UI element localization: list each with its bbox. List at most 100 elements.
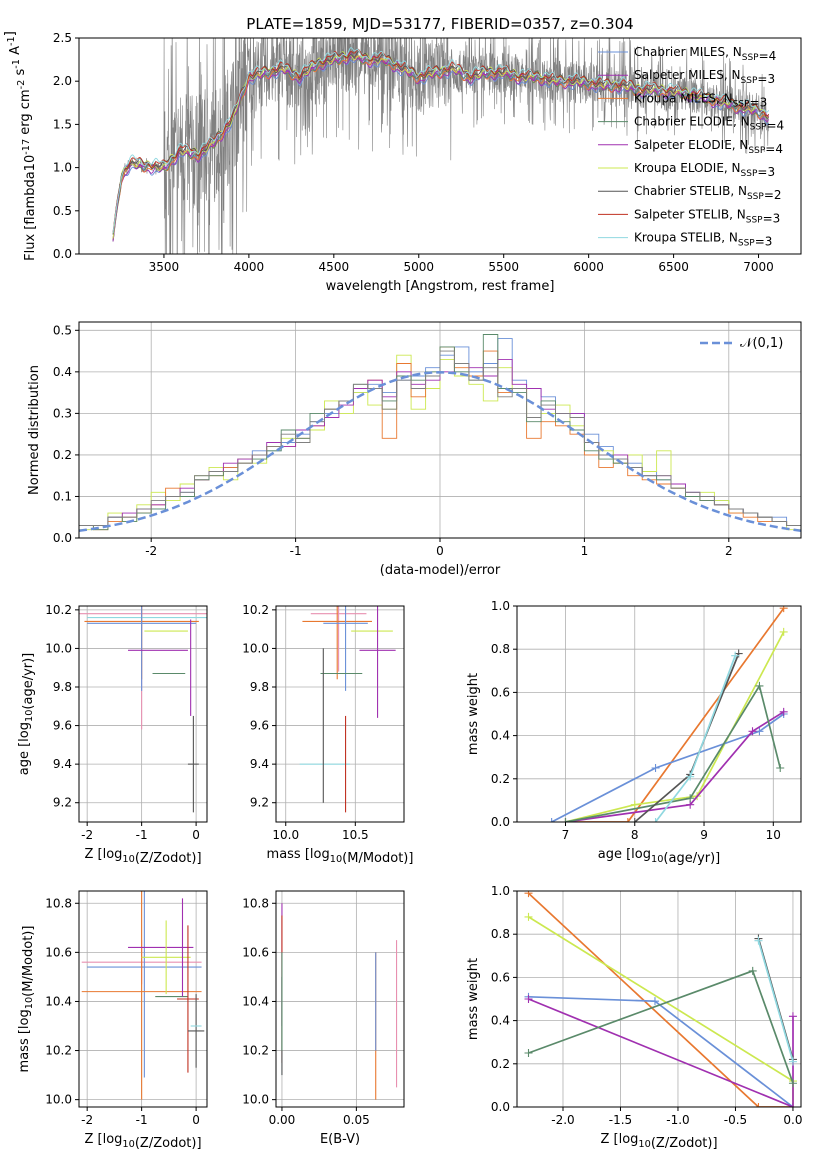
x-tick-label: 6000 xyxy=(573,260,604,274)
x-axis-label: (data-model)/error xyxy=(380,563,501,578)
x-axis-label: wavelength [Angstrom, rest frame] xyxy=(326,279,555,294)
y-tick-label: 1.0 xyxy=(491,884,510,898)
y-tick-label: 2.5 xyxy=(53,31,72,45)
errorbar-point xyxy=(177,925,199,1073)
chart-age_vs_mass: 10.0 10.5 9.2 9.4 9.6 9.8 10.0 10.2 mass [log10(… xyxy=(242,603,413,866)
axes-frame xyxy=(78,605,208,823)
weight-marker xyxy=(651,764,660,772)
y-tick-label: 10.2 xyxy=(45,1044,72,1058)
y-tick-label: 0.4 xyxy=(53,365,72,379)
x-tick-label: 10.5 xyxy=(342,828,369,842)
y-tick-label: 0.6 xyxy=(491,685,510,699)
axes: -2 -1 0 1 2 0.0 0.1 0.2 0.3 0.4 0.5 (data-model)/er… xyxy=(27,321,802,578)
y-tick-label: 10.0 xyxy=(242,1093,269,1107)
y-tick-label: 0.5 xyxy=(53,204,72,218)
weight-marker xyxy=(788,1079,797,1088)
weight-marker xyxy=(524,891,533,898)
y-tick-label: 10.0 xyxy=(45,1093,72,1107)
y-tick-label: 0.5 xyxy=(53,323,72,337)
spectrum-data-line xyxy=(112,38,769,254)
errorbar-point xyxy=(141,920,191,995)
errorbar-point xyxy=(87,606,197,691)
y-tick-label: 10.0 xyxy=(45,641,72,655)
x-tick-label: 9 xyxy=(700,828,708,842)
weight-marker xyxy=(650,997,659,1006)
x-tick-label: 4000 xyxy=(234,260,265,274)
legend-label: Chabrier ELODIE, NSSP=4 xyxy=(634,115,784,133)
x-tick-label: 0 xyxy=(192,828,200,842)
y-tick-label: 10.6 xyxy=(242,945,269,959)
weight-line-kroupa_miles xyxy=(565,607,785,822)
y-tick-label: 10.8 xyxy=(45,896,72,910)
gaussian-legend: 𝒩(0,1) xyxy=(700,336,783,351)
y-tick-label: 9.2 xyxy=(53,796,72,810)
x-tick-label: 3500 xyxy=(149,260,180,274)
weight-marker xyxy=(630,800,639,809)
y-tick-label: 10.2 xyxy=(45,603,72,617)
y-tick-label: 10.4 xyxy=(45,994,72,1008)
axes-frame xyxy=(516,890,802,1108)
y-axis-label: mass weight xyxy=(466,958,481,1040)
plot-area xyxy=(547,606,788,822)
weight-marker xyxy=(754,936,763,945)
chart-mass_vs_z: -2 -1 0 10.0 10.2 10.4 10.6 10.8 Z [log10(Z/Zodo… xyxy=(17,890,208,1151)
axes-frame xyxy=(275,890,405,1108)
x-tick-label: -2 xyxy=(145,544,157,558)
model-line-kroupa_miles xyxy=(112,52,770,240)
y-axis-label: Flux [flambda10-17 erg cm-2 s-1 A-1] xyxy=(3,31,38,261)
axes-frame xyxy=(516,605,802,823)
model-line-salpeter_miles xyxy=(112,55,770,239)
legend-label: Kroupa STELIB, NSSP=3 xyxy=(634,231,772,249)
x-tick-label: 10 xyxy=(766,828,781,842)
legend-label: Chabrier MILES, NSSP=4 xyxy=(634,45,776,63)
y-tick-label: 0.2 xyxy=(53,448,72,462)
axes: -2 -1 0 10.0 10.2 10.4 10.6 10.8 Z [log10(Z/Zodo… xyxy=(17,890,208,1151)
x-tick-label: -2.0 xyxy=(551,1113,574,1127)
weight-marker xyxy=(755,681,764,690)
weight-marker xyxy=(561,818,570,822)
legend-label: Salpeter STELIB, NSSP=3 xyxy=(634,207,780,225)
weight-line-salpeter_miles xyxy=(565,711,785,822)
x-tick-label: -2 xyxy=(81,1113,93,1127)
plot-area xyxy=(79,334,801,538)
x-axis-label: E(B-V) xyxy=(320,1132,360,1147)
y-tick-label: 0.8 xyxy=(491,642,510,656)
weight-marker xyxy=(779,606,788,613)
plot-area xyxy=(79,606,207,813)
weight-marker xyxy=(731,651,740,660)
weight-line-chabrier_miles xyxy=(551,713,785,822)
chart-age_vs_z: -2 -1 0 9.2 9.4 9.6 9.8 10.0 10.2 Z [log10(Z/Zodo… xyxy=(17,603,208,866)
y-tick-label: 0.0 xyxy=(53,247,72,261)
x-tick-label: 1 xyxy=(581,544,589,558)
chart-residuals: -2 -1 0 1 2 0.0 0.1 0.2 0.3 0.4 0.5 (data-model)/er… xyxy=(27,321,802,578)
x-tick-label: -1.0 xyxy=(666,1113,689,1127)
chart-mass_vs_ebv: 0.00 0.05 10.0 10.2 10.4 10.6 10.8 E(B-V) xyxy=(242,890,405,1147)
chart-mass_weight_vs_age: 7 8 9 10 0.0 0.2 0.4 0.6 0.8 1.0 age [log10(age/yr… xyxy=(466,599,802,866)
y-tick-label: 0.1 xyxy=(53,489,72,503)
y-tick-label: 0.4 xyxy=(491,729,510,743)
x-tick-label: 5500 xyxy=(488,260,519,274)
y-tick-label: 10.8 xyxy=(242,896,269,910)
y-tick-label: 9.8 xyxy=(250,680,269,694)
x-axis-label: age [log10(age/yr)] xyxy=(598,847,721,866)
y-tick-label: 9.4 xyxy=(250,757,269,771)
x-tick-label: 2 xyxy=(725,544,733,558)
chart-mass_weight_vs_z: -2.0 -1.5 -1.0 -0.5 0.0 0.0 0.2 0.4 0.6 0.8 1.0 Z [… xyxy=(466,884,802,1151)
axes: 0.00 0.05 10.0 10.2 10.4 10.6 10.8 E(B-V) xyxy=(242,890,405,1147)
axes: -2 -1 0 9.2 9.4 9.6 9.8 10.0 10.2 Z [log10(Z/Zodo… xyxy=(17,603,208,866)
y-tick-label: 9.4 xyxy=(53,757,72,771)
weight-marker xyxy=(623,818,632,822)
x-tick-label: 0 xyxy=(436,544,444,558)
model-line-kroupa_stelib xyxy=(112,47,770,233)
legend-label: Salpeter ELODIE, NSSP=4 xyxy=(634,138,783,156)
y-tick-label: 10.6 xyxy=(45,945,72,959)
errorbar-point xyxy=(81,891,202,1100)
weight-marker xyxy=(524,912,533,921)
weight-marker xyxy=(788,1057,797,1066)
weight-marker xyxy=(686,794,695,803)
y-tick-label: 10.0 xyxy=(242,641,269,655)
plot-area xyxy=(299,606,396,813)
y-tick-label: 0.3 xyxy=(53,406,72,420)
weight-marker xyxy=(686,772,695,781)
x-tick-label: 0.00 xyxy=(269,1113,296,1127)
